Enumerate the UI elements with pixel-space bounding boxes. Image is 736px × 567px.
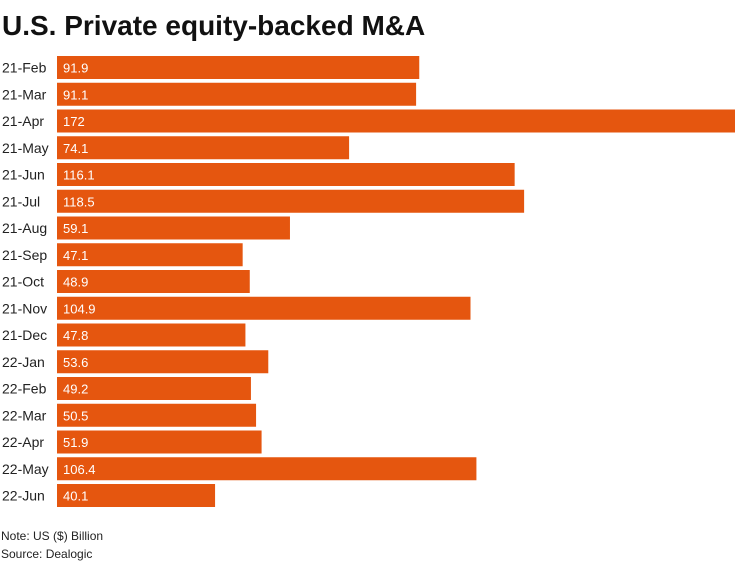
- value-label: 59.1: [63, 221, 88, 236]
- category-label: 21-Jun: [2, 167, 45, 183]
- category-label: 21-Jul: [2, 193, 40, 209]
- bar: [57, 296, 471, 320]
- value-label: 106.4: [63, 462, 96, 477]
- bar: [57, 216, 290, 240]
- value-label: 118.5: [63, 194, 95, 209]
- bar-row-21-oct: 21-Oct 48.9: [2, 270, 250, 293]
- value-label: 47.8: [63, 328, 88, 343]
- value-label: 48.9: [63, 275, 88, 290]
- bar: [57, 484, 216, 507]
- bar-row-21-mar: 21-Mar 91.1: [2, 82, 417, 106]
- bar: [57, 403, 257, 427]
- bar-row-22-feb: 22-Feb 49.2: [2, 377, 251, 400]
- category-label: 22-Feb: [2, 381, 47, 397]
- bar-row-21-jul: 21-Jul 118.5: [2, 189, 525, 213]
- bar: [57, 163, 515, 186]
- category-label: 22-Jan: [2, 354, 45, 370]
- bar: [57, 56, 420, 79]
- value-label: 51.9: [63, 435, 88, 450]
- value-label: 172: [63, 114, 85, 129]
- value-label: 50.5: [63, 408, 88, 423]
- bar-row-21-may: 21-May 74.1: [2, 136, 350, 160]
- category-label: 21-Oct: [2, 274, 44, 290]
- value-label: 74.1: [63, 141, 88, 156]
- bar: [57, 243, 243, 267]
- value-label: 40.1: [63, 489, 88, 504]
- category-label: 21-Apr: [2, 113, 44, 129]
- category-label: 21-Dec: [2, 327, 47, 343]
- value-label: 49.2: [63, 382, 88, 397]
- category-label: 21-Nov: [2, 300, 47, 316]
- value-label: 116.1: [63, 168, 95, 183]
- category-label: 22-Jun: [2, 488, 45, 504]
- value-label: 104.9: [63, 301, 96, 316]
- bar-row-21-apr: 21-Apr 172: [2, 109, 735, 133]
- bar: [57, 377, 251, 400]
- value-label: 47.1: [63, 248, 88, 263]
- bar-row-21-nov: 21-Nov 104.9: [2, 296, 471, 320]
- category-label: 21-Sep: [2, 247, 47, 263]
- bar-row-22-jun: 22-Jun 40.1: [2, 484, 216, 507]
- bar-row-21-sep: 21-Sep 47.1: [2, 243, 243, 267]
- bar-row-22-mar: 22-Mar 50.5: [2, 403, 257, 427]
- category-label: 21-Mar: [2, 86, 47, 102]
- bar: [57, 323, 246, 347]
- category-label: 22-Apr: [2, 434, 44, 450]
- bar: [57, 350, 269, 374]
- bar: [57, 430, 262, 454]
- category-label: 22-May: [2, 461, 49, 477]
- bar-row-21-jun: 21-Jun 116.1: [2, 163, 515, 186]
- bar-row-22-apr: 22-Apr 51.9: [2, 430, 262, 454]
- bar-row-22-jan: 22-Jan 53.6: [2, 350, 269, 374]
- bar: [57, 457, 477, 481]
- category-label: 21-May: [2, 140, 49, 156]
- bar-row-21-aug: 21-Aug 59.1: [2, 216, 290, 240]
- value-label: 91.1: [63, 87, 88, 102]
- bar: [57, 82, 417, 106]
- category-label: 21-Aug: [2, 220, 47, 236]
- bar-row-21-feb: 21-Feb 91.9: [2, 56, 420, 79]
- category-label: 21-Feb: [2, 60, 47, 76]
- value-label: 91.9: [63, 61, 88, 76]
- bar: [57, 189, 525, 213]
- chart-title: U.S. Private equity-backed M&A: [2, 10, 426, 41]
- note-text: Note: US ($) Billion: [1, 529, 104, 543]
- source-text: Source: Dealogic: [1, 547, 93, 561]
- bar-row-21-dec: 21-Dec 47.8: [2, 323, 246, 347]
- value-label: 53.6: [63, 355, 88, 370]
- bar: [57, 270, 250, 293]
- bar: [57, 136, 350, 160]
- bar: [57, 109, 735, 133]
- bar-row-22-may: 22-May 106.4: [2, 457, 477, 481]
- category-label: 22-Mar: [2, 407, 47, 423]
